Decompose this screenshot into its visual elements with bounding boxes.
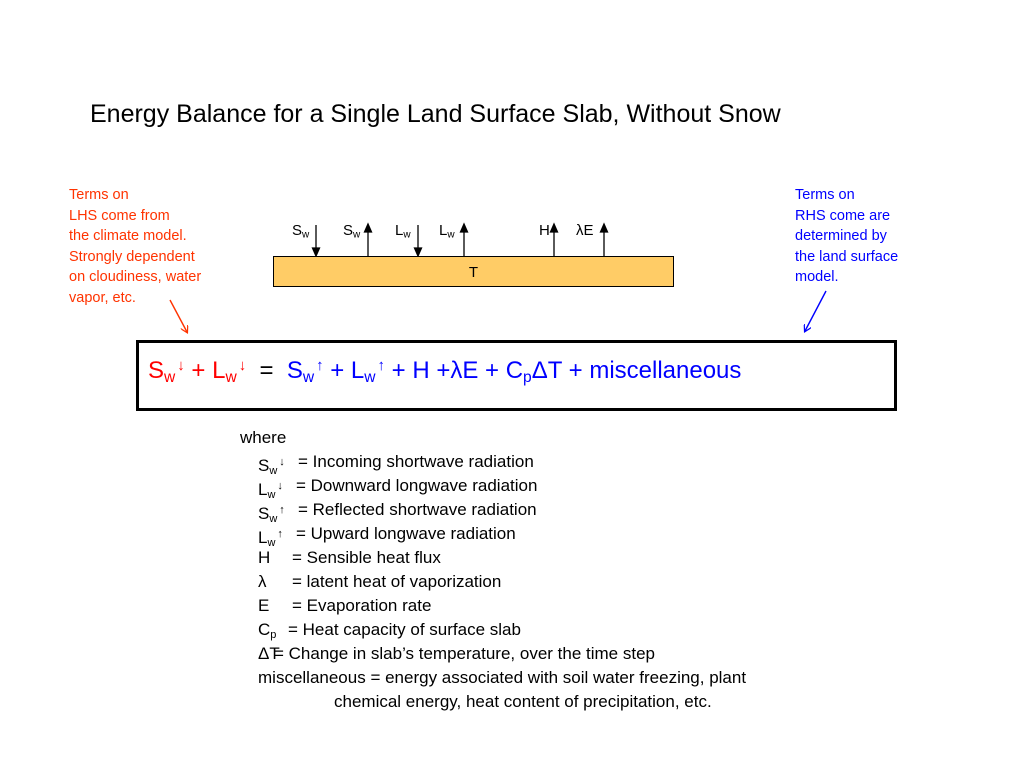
legend-symbol: ΔT: [258, 644, 280, 663]
legend-symbol: H: [258, 548, 271, 567]
slide-title: Energy Balance for a Single Land Surface…: [90, 100, 781, 128]
legend-symbol: λ: [258, 572, 267, 591]
legend-definition: = latent heat of vaporization: [292, 572, 502, 591]
legend-definition: = Heat capacity of surface slab: [288, 620, 521, 639]
legend-definition: = Reflected shortwave radiation: [298, 500, 537, 519]
equals-sign: =: [246, 357, 287, 384]
legend-item: Sw↓ = Incoming shortwave radiation: [240, 450, 746, 477]
slab-label: T: [468, 264, 479, 281]
legend-items: Sw↓ = Incoming shortwave radiation Lw↓ = Do…: [240, 450, 746, 666]
lhs-note: Terms on LHS come from the climate model…: [69, 187, 202, 306]
legend-item: H = Sensible heat flux: [240, 546, 746, 570]
legend-definition: = Sensible heat flux: [292, 548, 441, 567]
legend-symbol: Lw↓: [258, 480, 283, 501]
legend-where: where: [240, 428, 287, 447]
flux-sensible-heat: H: [539, 222, 550, 239]
flux-lw-down: Lw: [395, 222, 411, 241]
legend-symbol: E: [258, 596, 270, 615]
legend-symbol: Lw↑: [258, 528, 283, 549]
rhs-note: Terms on RHS come are determined by the …: [795, 187, 899, 285]
flux-lw-up: Lw: [439, 222, 455, 241]
rhs-note-arrow: [805, 290, 827, 331]
legend-definition: = Upward longwave radiation: [296, 524, 516, 543]
legend-definition: = Incoming shortwave radiation: [298, 452, 534, 471]
flux-sw-down: Sw: [292, 222, 310, 241]
legend-item: λ = latent heat of vaporization: [240, 570, 746, 594]
legend-misc-line1: miscellaneous = energy associated with s…: [258, 668, 747, 687]
legend-item: Lw↑ = Upward longwave radiation: [240, 522, 746, 549]
legend-symbol: Cp: [258, 620, 277, 641]
energy-balance-equation: Sw↓ + Lw↓ = Sw↑ + Lw↑ + H +λE + CpΔT + m…: [148, 357, 741, 387]
legend-item: Cp = Heat capacity of surface slab: [240, 618, 746, 642]
legend-item: Sw↑ = Reflected shortwave radiation: [240, 498, 746, 525]
legend-symbol: Sw↓: [258, 456, 285, 477]
legend-symbol: Sw↑: [258, 504, 285, 525]
legend-item: E = Evaporation rate: [240, 594, 746, 618]
flux-latent-heat: λE: [576, 222, 594, 239]
legend-definition: = Evaporation rate: [292, 596, 432, 615]
legend-definition: = Change in slab’s temperature, over the…: [274, 644, 655, 663]
legend-misc-line2: chemical energy, heat content of precipi…: [334, 692, 712, 711]
legend-item: Lw↓ = Downward longwave radiation: [240, 474, 746, 501]
legend-item: ΔT = Change in slab’s temperature, over t…: [240, 642, 746, 666]
equation-box: [136, 340, 897, 411]
land-surface-slab: T: [273, 256, 674, 287]
term-legend: where Sw↓ = Incoming shortwave radiation L…: [240, 426, 746, 714]
equation-rhs: Sw↑ + Lw↑ + H +λE + CpΔT + miscellaneous: [286, 357, 742, 386]
flux-sw-up: Sw: [343, 222, 361, 241]
legend-definition: = Downward longwave radiation: [296, 476, 538, 495]
equation-lhs: Sw↓ + Lw↓: [148, 357, 247, 386]
